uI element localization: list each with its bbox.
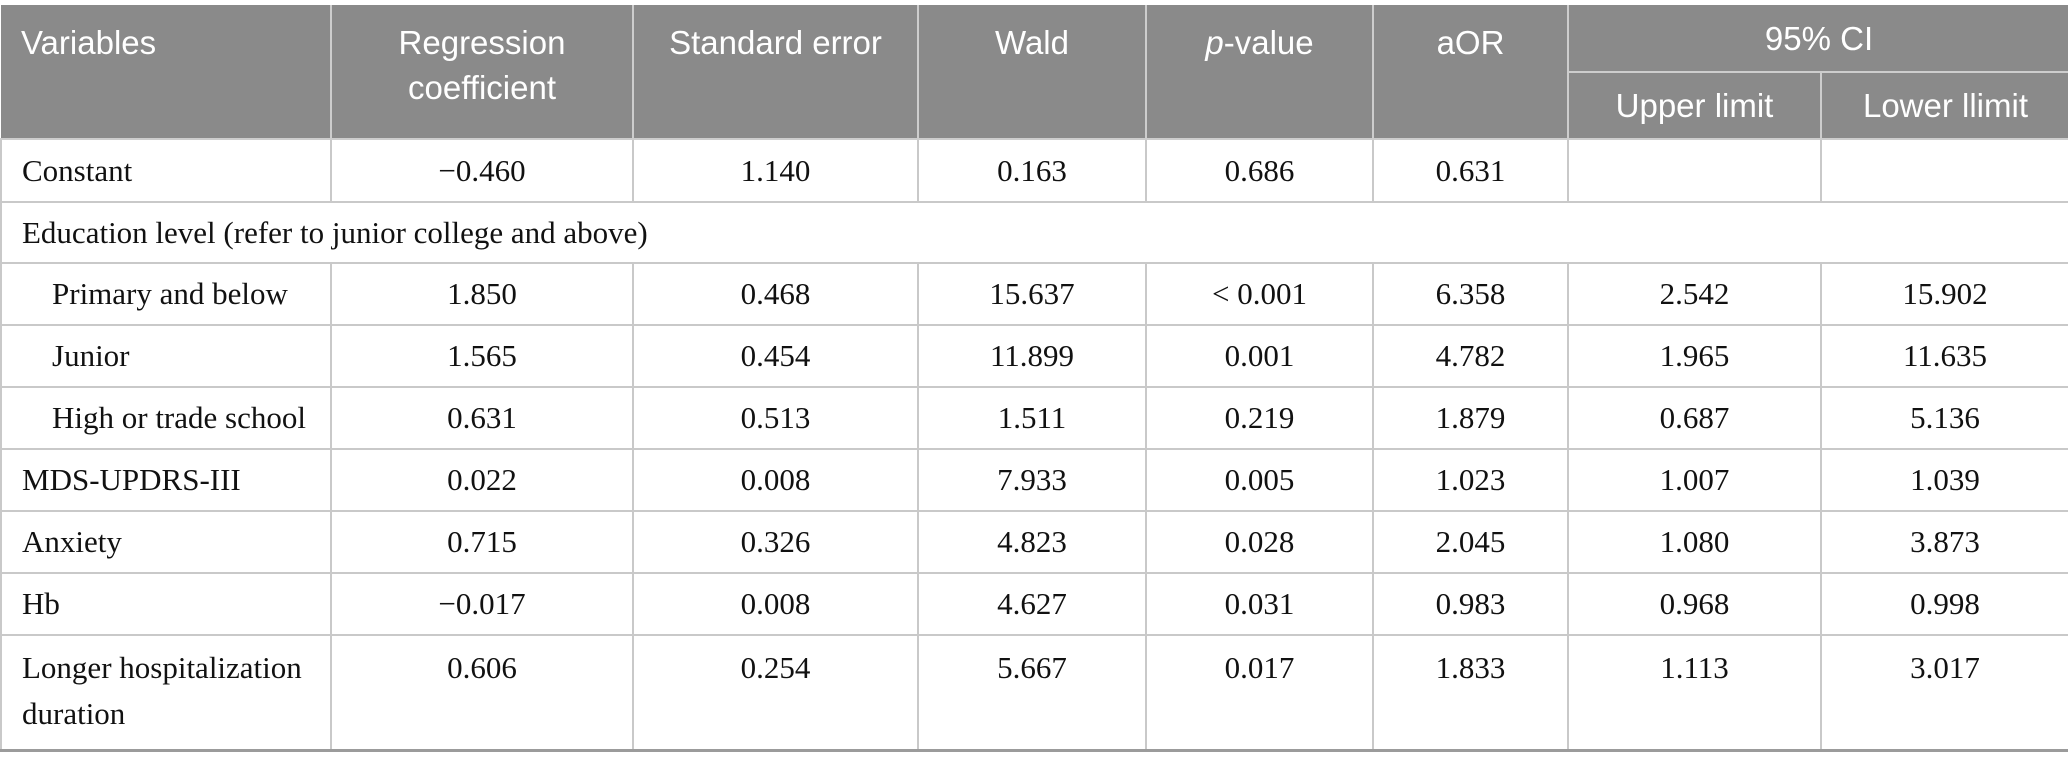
- row-label: High or trade school: [0, 386, 332, 450]
- table-cell: 0.008: [632, 448, 919, 512]
- col-header-95ci-group: 95% CI: [1567, 5, 2068, 73]
- table-row-hb: Hb −0.017 0.008 4.627 0.031 0.983 0.968 …: [0, 572, 2068, 636]
- table-cell: 0.715: [330, 510, 634, 574]
- table-row-education-group: Education level (refer to junior college…: [0, 201, 2068, 264]
- table-cell: 0.219: [1145, 386, 1374, 450]
- table-cell: 0.001: [1145, 324, 1374, 388]
- table-cell: 0.983: [1372, 572, 1569, 636]
- table-cell: 0.454: [632, 324, 919, 388]
- table-cell: 0.687: [1567, 386, 1822, 450]
- table-cell: 5.667: [917, 634, 1147, 752]
- col-header-lower-limit: Lower llimit: [1820, 72, 2068, 140]
- header-row-main: Variables Regression coefficient Standar…: [1, 5, 2068, 140]
- table-cell: < 0.001: [1145, 262, 1374, 326]
- table-cell: 0.163: [917, 138, 1147, 203]
- row-label: Constant: [0, 138, 332, 203]
- table-row-constant: Constant −0.460 1.140 0.163 0.686 0.631: [0, 138, 2068, 203]
- table-cell: 0.513: [632, 386, 919, 450]
- table-cell: −0.460: [330, 138, 634, 203]
- table-row-mds-updrs-iii: MDS-UPDRS-III 0.022 0.008 7.933 0.005 1.…: [0, 448, 2068, 512]
- table-row-junior: Junior 1.565 0.454 11.899 0.001 4.782 1.…: [0, 324, 2068, 388]
- table-cell: 1.039: [1820, 448, 2068, 512]
- table-cell: 0.022: [330, 448, 634, 512]
- table-cell: 6.358: [1372, 262, 1569, 326]
- table-cell: 1.511: [917, 386, 1147, 450]
- table-cell: 1.113: [1567, 634, 1822, 752]
- table-cell: 0.326: [632, 510, 919, 574]
- table-cell: 0.968: [1567, 572, 1822, 636]
- table-cell: 0.254: [632, 634, 919, 752]
- col-header-wald: Wald: [917, 5, 1147, 140]
- table-cell: 2.045: [1372, 510, 1569, 574]
- table-cell: −0.017: [330, 572, 634, 636]
- table-cell: 0.031: [1145, 572, 1374, 636]
- table-cell: 1.833: [1372, 634, 1569, 752]
- table-cell: 1.080: [1567, 510, 1822, 574]
- table-cell: 0.017: [1145, 634, 1374, 752]
- row-label: MDS-UPDRS-III: [0, 448, 332, 512]
- table-cell: 1.007: [1567, 448, 1822, 512]
- table-row-primary-and-below: Primary and below 1.850 0.468 15.637 < 0…: [0, 262, 2068, 326]
- table-cell: 15.637: [917, 262, 1147, 326]
- table-cell: 1.879: [1372, 386, 1569, 450]
- p-value-rest: -value: [1223, 24, 1314, 61]
- header-row-ci-sub: Upper limit Lower llimit: [1, 72, 2068, 140]
- table-cell: 4.627: [917, 572, 1147, 636]
- table-cell-empty: [1567, 138, 1822, 203]
- row-label: Hb: [0, 572, 332, 636]
- table-cell: 0.631: [330, 386, 634, 450]
- col-header-regression-coefficient: Regression coefficient: [330, 5, 634, 140]
- table-body: Constant −0.460 1.140 0.163 0.686 0.631 …: [0, 138, 2068, 752]
- table-cell: 0.998: [1820, 572, 2068, 636]
- table-header: Variables Regression coefficient Standar…: [1, 5, 2068, 140]
- col-header-p-value: p-value: [1145, 5, 1374, 140]
- table-row-longer-hospitalization-duration: Longer hospitalization duration 0.606 0.…: [0, 634, 2068, 752]
- table-cell: 4.823: [917, 510, 1147, 574]
- row-label: Anxiety: [0, 510, 332, 574]
- col-header-variables: Variables: [1, 5, 332, 140]
- table-cell: 1.565: [330, 324, 634, 388]
- table-row-anxiety: Anxiety 0.715 0.326 4.823 0.028 2.045 1.…: [0, 510, 2068, 574]
- table-cell: 15.902: [1820, 262, 2068, 326]
- table-cell: 0.606: [330, 634, 634, 752]
- col-header-upper-limit: Upper limit: [1567, 72, 1822, 140]
- table-cell: 11.635: [1820, 324, 2068, 388]
- table-cell: 0.468: [632, 262, 919, 326]
- table-cell: 0.686: [1145, 138, 1374, 203]
- col-header-aor: aOR: [1372, 5, 1569, 140]
- table-cell: 5.136: [1820, 386, 2068, 450]
- table-cell: 2.542: [1567, 262, 1822, 326]
- row-label: Primary and below: [0, 262, 332, 326]
- table-cell: 0.005: [1145, 448, 1374, 512]
- p-value-italic-p: p: [1205, 24, 1224, 61]
- regression-results-table: Variables Regression coefficient Standar…: [0, 5, 2068, 752]
- group-row-label: Education level (refer to junior college…: [0, 201, 2068, 264]
- table-cell: 1.140: [632, 138, 919, 203]
- table-row-high-or-trade-school: High or trade school 0.631 0.513 1.511 0…: [0, 386, 2068, 450]
- row-label: Junior: [0, 324, 332, 388]
- table-cell: 1.023: [1372, 448, 1569, 512]
- table-cell: 4.782: [1372, 324, 1569, 388]
- table-cell: 11.899: [917, 324, 1147, 388]
- table-cell: 1.965: [1567, 324, 1822, 388]
- row-label: Longer hospitalization duration: [0, 634, 332, 752]
- table-cell: 0.631: [1372, 138, 1569, 203]
- table-cell: 7.933: [917, 448, 1147, 512]
- table-cell: 1.850: [330, 262, 634, 326]
- col-header-standard-error: Standard error: [632, 5, 919, 140]
- table-cell: 0.008: [632, 572, 919, 636]
- table-cell-empty: [1820, 138, 2068, 203]
- table-cell: 0.028: [1145, 510, 1374, 574]
- table-cell: 3.873: [1820, 510, 2068, 574]
- table-cell: 3.017: [1820, 634, 2068, 752]
